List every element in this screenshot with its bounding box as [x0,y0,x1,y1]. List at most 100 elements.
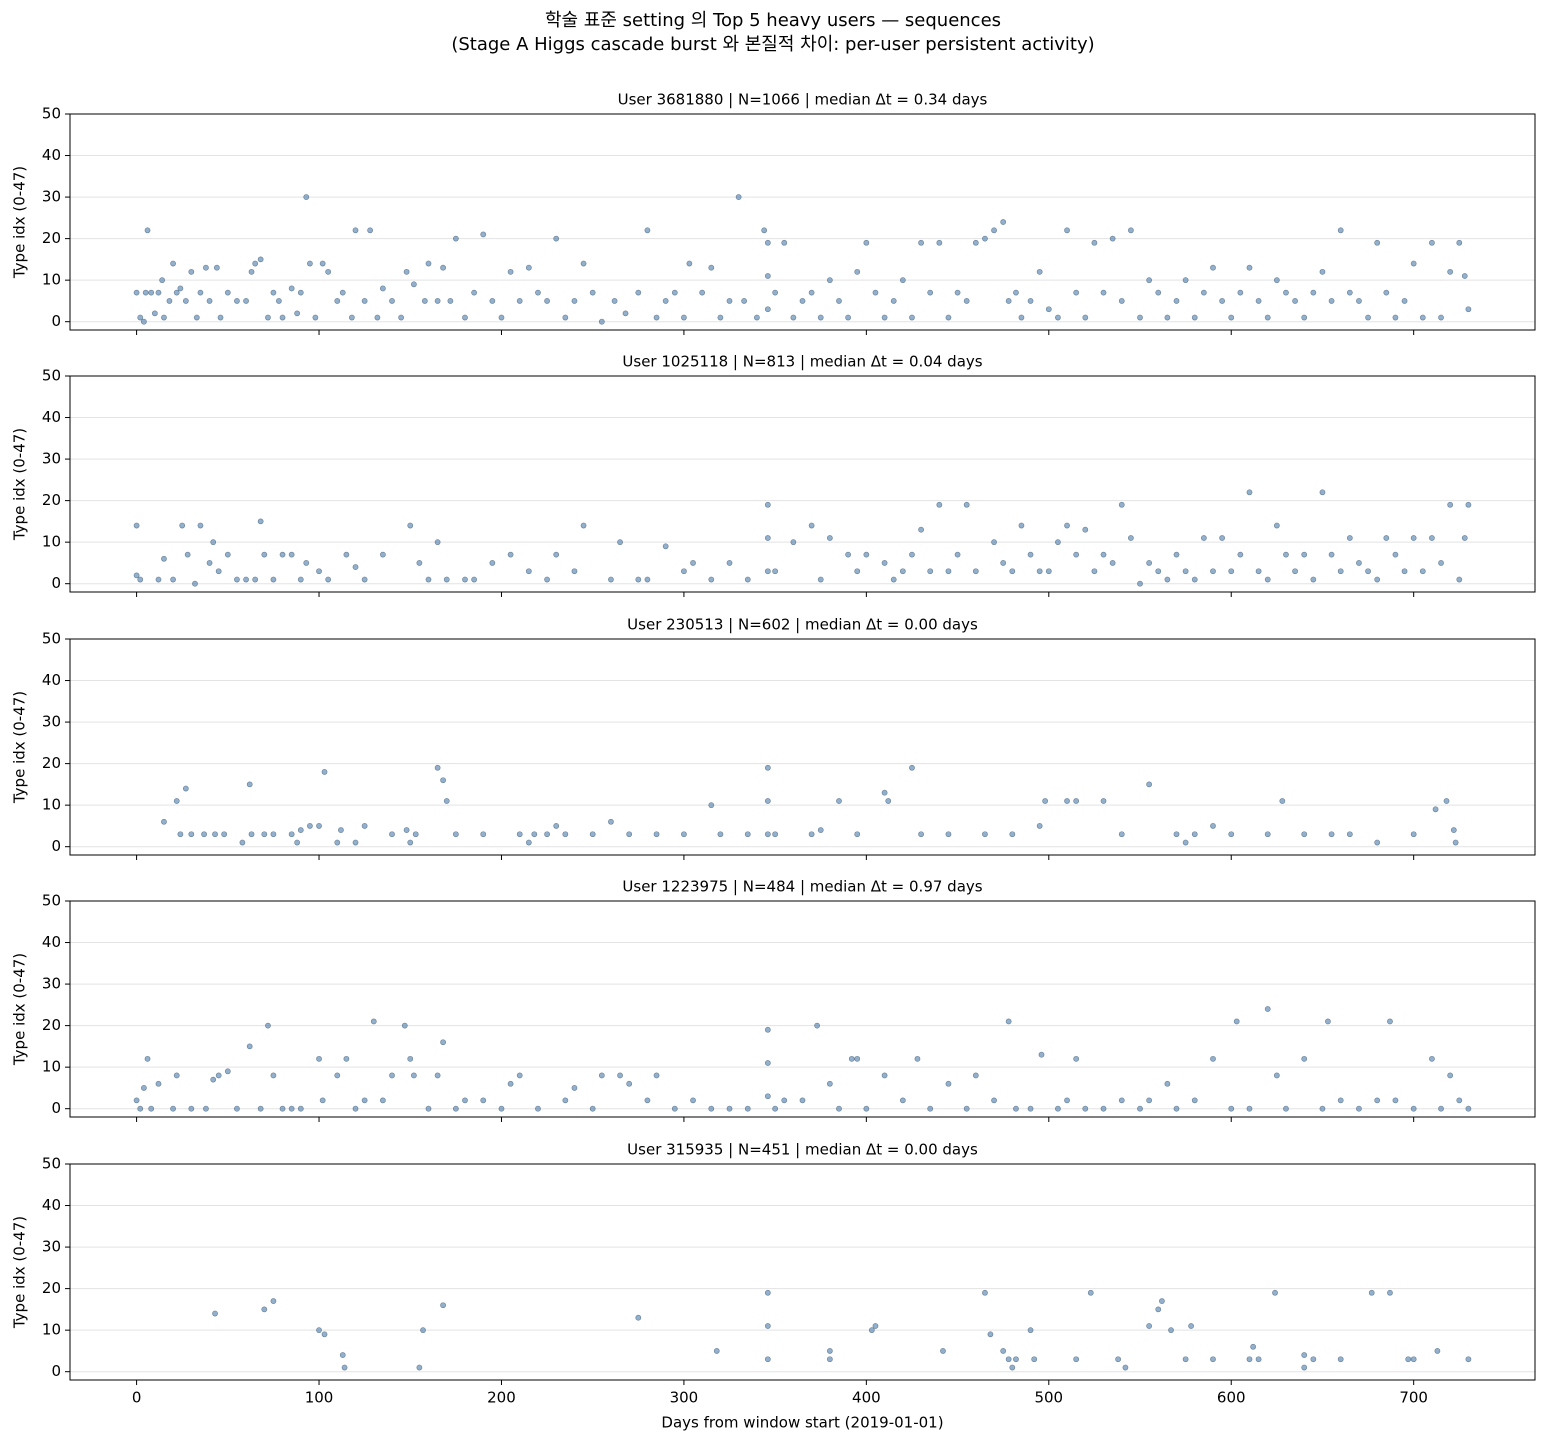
point [452,831,459,838]
point [1118,831,1125,838]
point [1447,501,1454,508]
point [544,576,550,583]
x-tick-label: 100 [305,1389,334,1407]
point [155,1080,162,1087]
point [1091,568,1098,575]
point [307,260,313,267]
point [1100,798,1107,804]
point [764,306,771,313]
point [836,298,842,304]
point [173,798,180,804]
point [1100,1105,1107,1112]
point [1392,551,1399,558]
point [1383,289,1390,296]
point [1401,298,1408,304]
point [1419,568,1426,575]
point [1273,277,1280,284]
y-tick-label: 30 [42,450,61,468]
point [1337,227,1344,234]
point [1000,1348,1007,1354]
point [374,314,381,321]
point [1328,551,1335,558]
point [726,560,733,566]
point [1159,1298,1165,1304]
point [653,314,660,321]
point [170,576,176,583]
point [945,314,952,321]
point [1337,1356,1344,1363]
point [662,298,669,304]
point [927,1105,934,1112]
point [927,568,934,575]
point [1118,501,1125,508]
point [398,314,405,321]
y-tick-label: 40 [42,933,61,951]
point [407,522,414,529]
point [1301,551,1308,558]
point [1438,314,1444,321]
point [662,543,669,550]
y-tick-label: 50 [42,1155,61,1173]
point [1325,1018,1331,1025]
point [1419,314,1426,321]
point [379,551,386,558]
point [170,260,176,267]
point [1310,289,1317,296]
point [1013,1356,1019,1363]
point [708,802,715,809]
point [182,785,189,792]
point [279,314,286,321]
point [1173,1105,1180,1112]
point [764,1323,771,1329]
point [1073,551,1080,558]
point [726,298,733,304]
point [1009,831,1016,838]
point [370,1018,377,1025]
point [817,314,824,321]
point [982,1289,988,1296]
point [416,560,423,566]
point [507,1080,514,1087]
point [671,1105,678,1112]
point [945,1080,952,1087]
point [1013,1105,1019,1112]
point [690,560,696,566]
point [1018,522,1025,529]
point [1064,227,1070,234]
point [1182,1356,1189,1363]
point [161,818,167,825]
y-tick-label: 0 [51,574,61,592]
point [425,1105,432,1112]
point [1127,535,1134,541]
point [1374,1097,1381,1104]
point [213,264,220,271]
y-tick-label: 10 [42,1058,61,1076]
point [471,576,478,583]
y-tick-label: 20 [42,491,61,509]
point [1027,551,1034,558]
point [899,568,906,575]
point [1465,306,1472,313]
point [1173,298,1180,304]
point [188,268,195,275]
point [991,227,997,234]
point [764,1093,771,1100]
point [1210,1356,1216,1363]
point [339,1352,346,1358]
point [1155,289,1162,296]
point [498,1105,505,1112]
point [764,535,771,541]
point [1301,1352,1308,1358]
point [1456,239,1463,246]
point [288,551,295,558]
point [261,1306,268,1313]
point [252,260,259,267]
point [462,314,468,321]
point [411,1072,417,1079]
figure-title: 학술 표준 setting 의 Top 5 heavy users — sequ… [545,10,1001,31]
point [1173,831,1180,838]
point [1027,1105,1034,1112]
y-axis-label: Type idx (0-47) [11,1216,29,1329]
y-tick-label: 20 [42,229,61,247]
point [814,1022,820,1029]
